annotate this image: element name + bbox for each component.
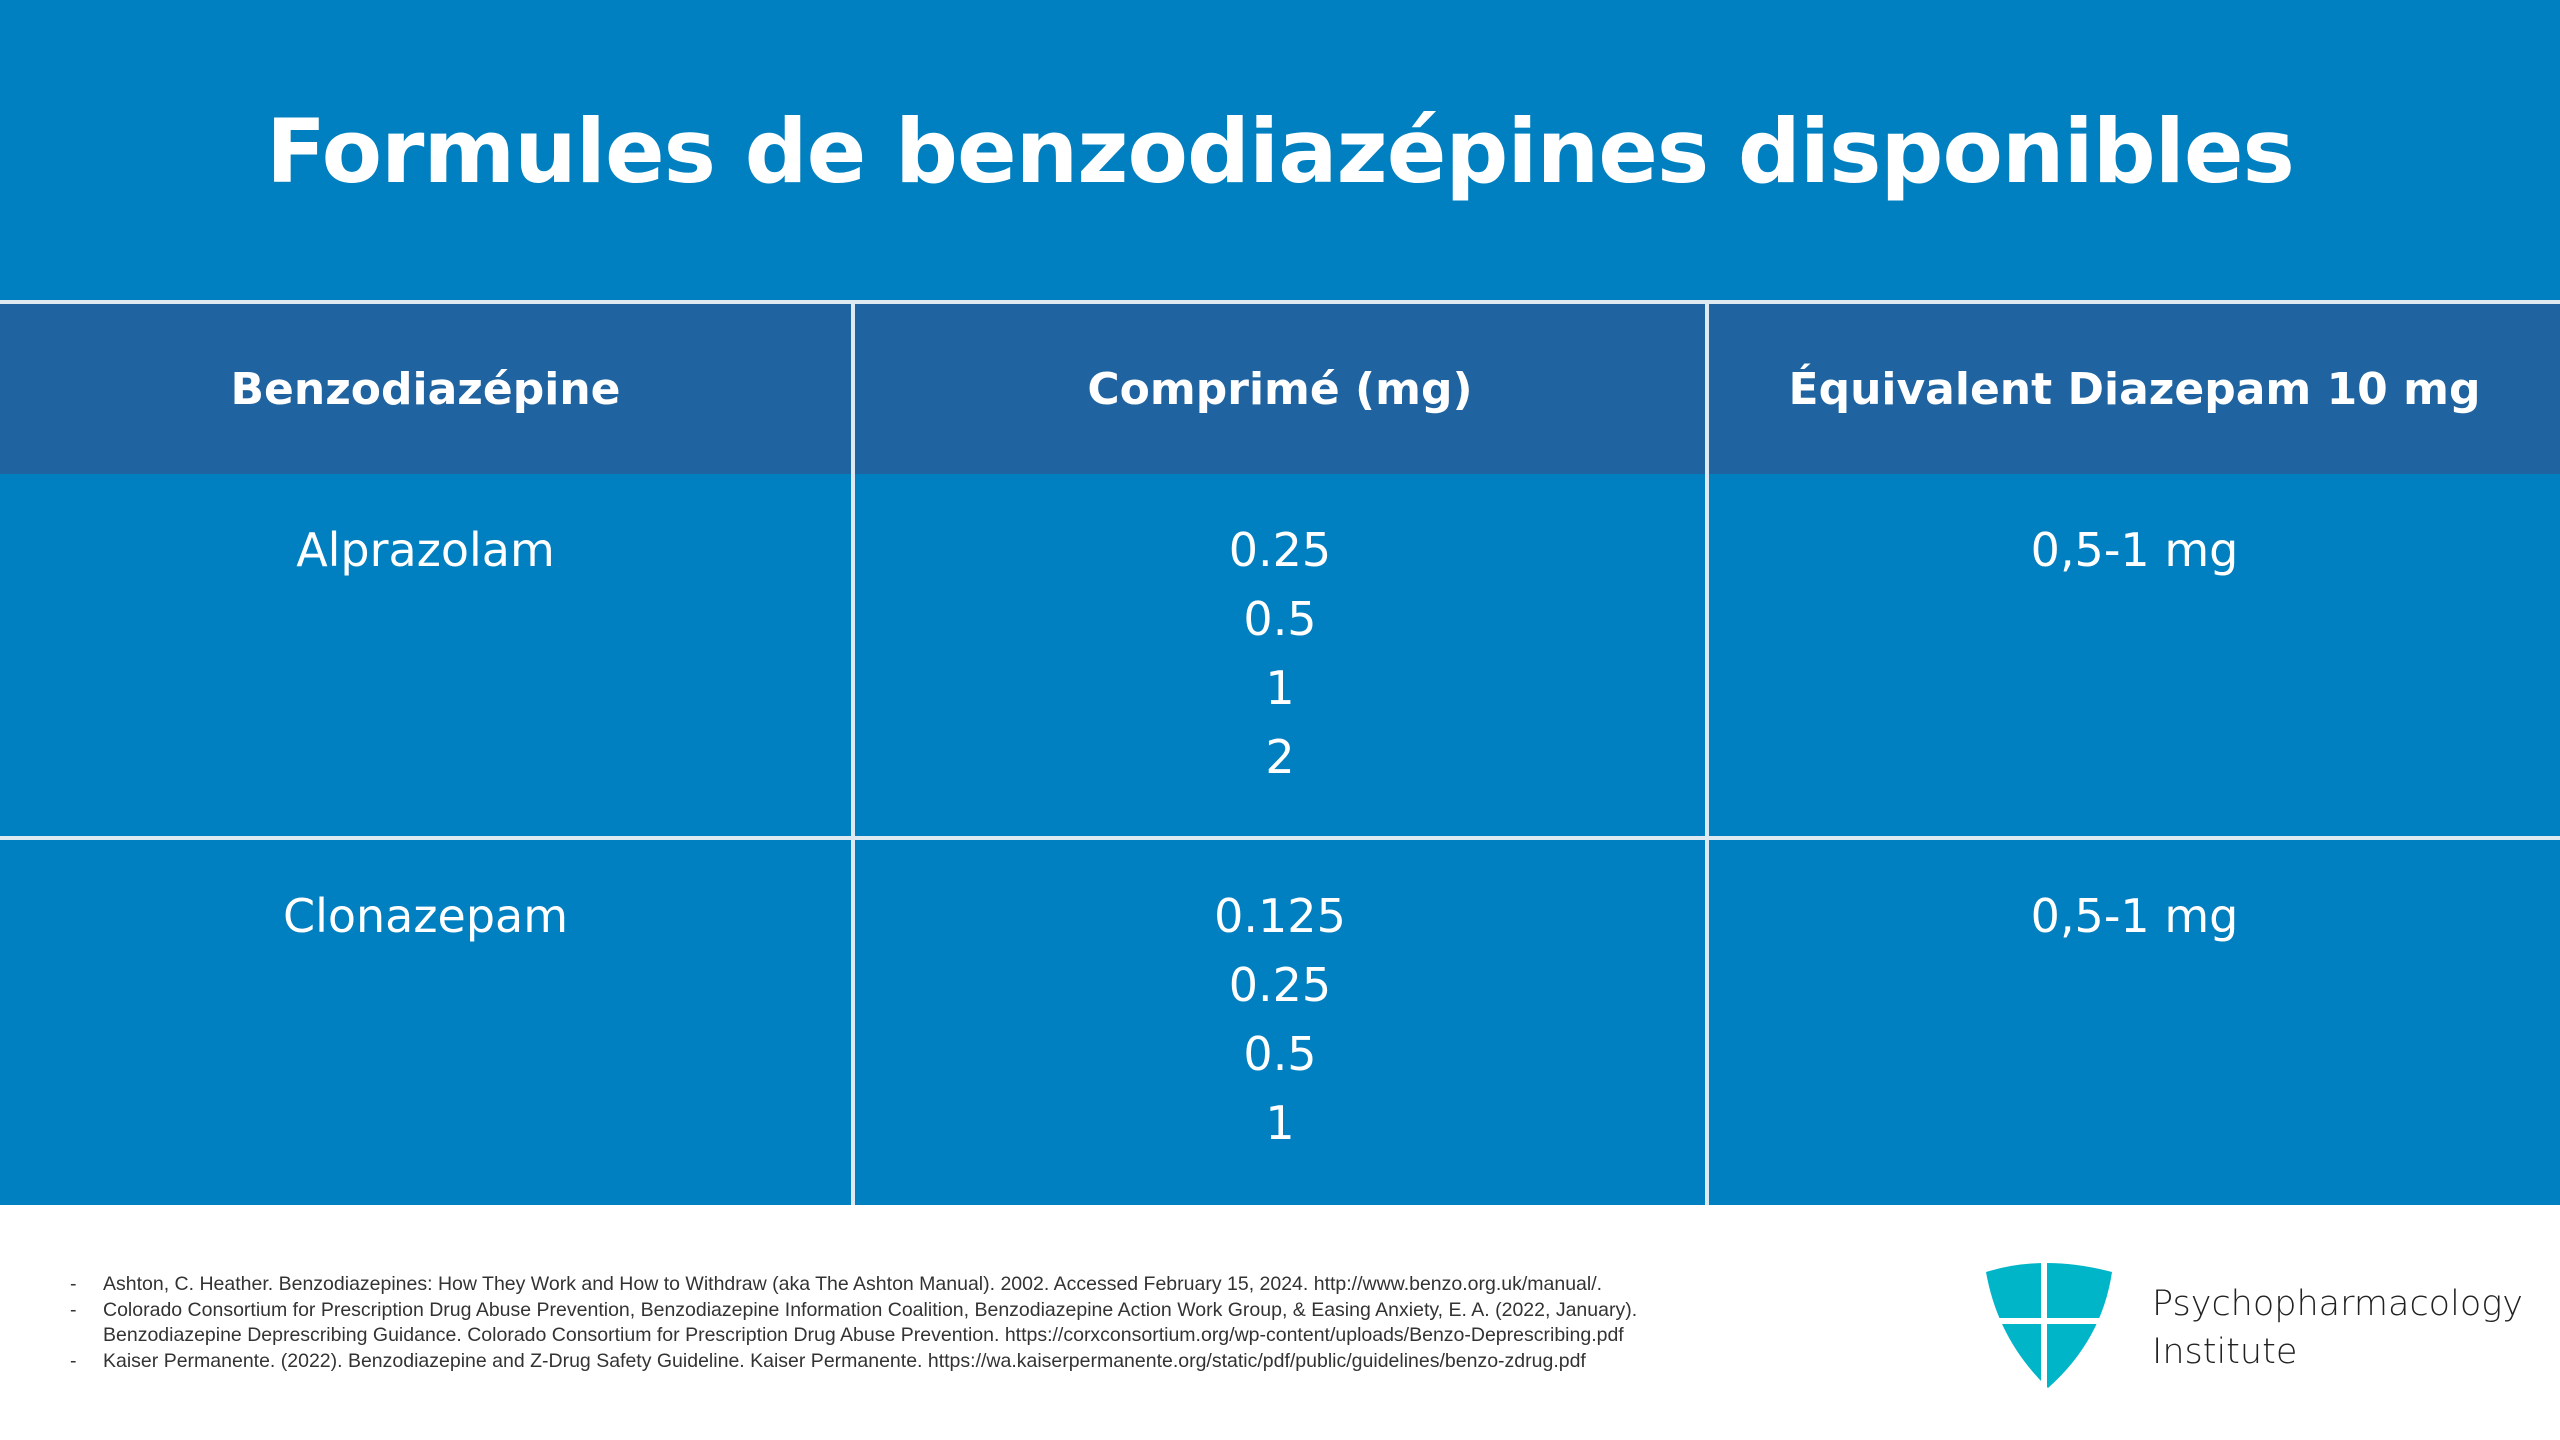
divider xyxy=(0,836,2560,840)
brand-name: Psychopharmacology Institute xyxy=(2152,1280,2523,1376)
bullet: - xyxy=(70,1273,77,1295)
tablet-dose: 0.5 xyxy=(1243,592,1317,646)
page-title: Formules de benzodiazépines disponibles xyxy=(266,100,2295,203)
diazepam-equivalent: 0,5-1 mg xyxy=(2030,523,2239,577)
divider xyxy=(1705,302,1709,1205)
drug-name: Clonazepam xyxy=(282,889,569,943)
diazepam-equivalent: 0,5-1 mg xyxy=(2030,889,2239,943)
reference-text: Kaiser Permanente. (2022). Benzodiazepin… xyxy=(103,1349,1586,1372)
divider xyxy=(851,302,855,1205)
tablet-dose: 0.125 xyxy=(1214,889,1346,943)
tablet-list: 0.125 0.25 0.5 1 xyxy=(855,882,1705,1158)
tablet-dose: 0.25 xyxy=(1228,958,1332,1012)
brand-line-2: Institute xyxy=(2152,1332,2298,1372)
shield-cross-logo-icon xyxy=(1984,1260,2114,1390)
column-header-tablet: Comprimé (mg) xyxy=(1087,363,1473,415)
references: - Ashton, C. Heather. Benzodiazepines: H… xyxy=(70,1272,1637,1374)
tablet-list: 0.25 0.5 1 2 xyxy=(855,516,1705,792)
reference-text: Benzodiazepine Deprescribing Guidance. C… xyxy=(103,1324,1624,1346)
reference-text: Ashton, C. Heather. Benzodiazepines: How… xyxy=(103,1273,1603,1295)
brand-line-1: Psychopharmacology xyxy=(2152,1284,2523,1324)
drug-name: Alprazolam xyxy=(296,523,555,577)
column-header-drug: Benzodiazépine xyxy=(230,363,621,415)
bullet: - xyxy=(70,1298,77,1321)
table-header xyxy=(0,304,2560,474)
divider xyxy=(0,300,2560,304)
tablet-dose: 1 xyxy=(1265,1096,1295,1150)
bullet: - xyxy=(70,1349,77,1372)
reference-item: - Kaiser Permanente. (2022). Benzodiazep… xyxy=(70,1349,1637,1375)
tablet-dose: 1 xyxy=(1265,661,1295,715)
reference-item: - Colorado Consortium for Prescription D… xyxy=(70,1298,1637,1349)
tablet-dose: 2 xyxy=(1265,730,1295,784)
tablet-dose: 0.25 xyxy=(1228,523,1332,577)
column-header-equivalent: Équivalent Diazepam 10 mg xyxy=(1788,363,2481,415)
reference-item: - Ashton, C. Heather. Benzodiazepines: H… xyxy=(70,1272,1637,1298)
tablet-dose: 0.5 xyxy=(1243,1027,1317,1081)
reference-text: Colorado Consortium for Prescription Dru… xyxy=(103,1298,1638,1321)
slide-background xyxy=(0,0,2560,1205)
